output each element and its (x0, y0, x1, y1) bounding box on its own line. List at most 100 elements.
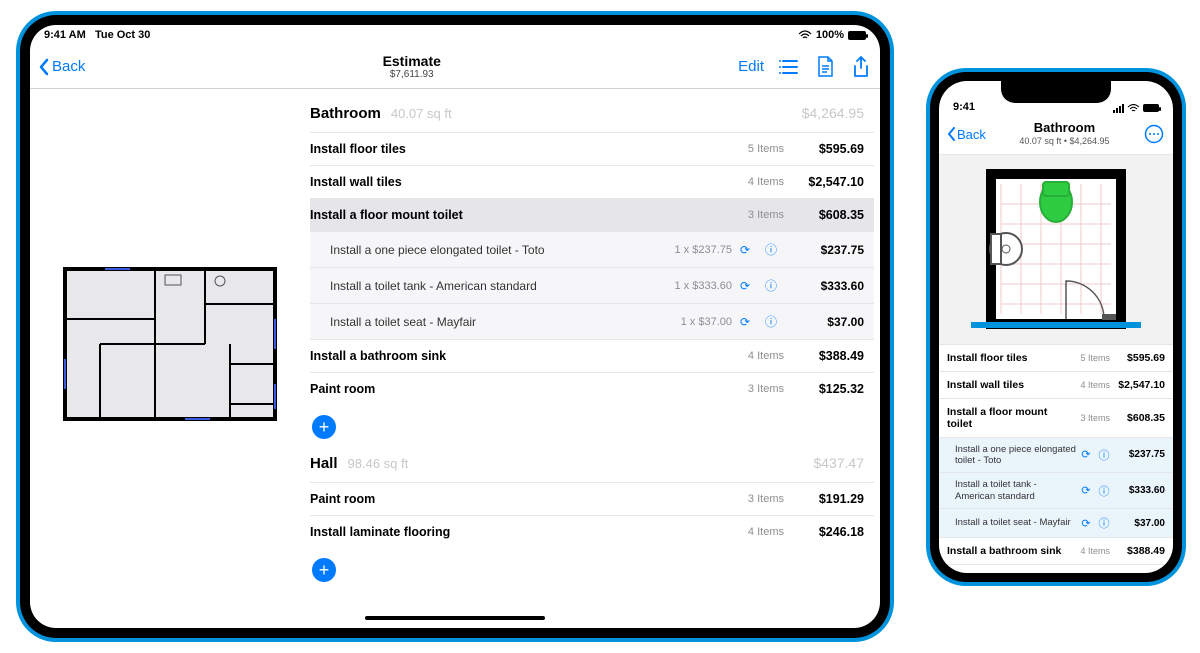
row-price: $595.69 (784, 142, 864, 156)
wifi-icon (1127, 104, 1140, 113)
estimate-row[interactable]: Install floor tiles5 Items$595.69 (310, 132, 874, 165)
estimate-row[interactable]: Install a floor mount toilet3 Items$608.… (939, 399, 1173, 438)
nav-actions: Edit (738, 56, 872, 78)
row-name: Install a floor mount toilet (947, 406, 1068, 430)
section-name: Hall (310, 455, 338, 472)
subrow-name: Install a toilet seat - Mayfair (955, 517, 1077, 528)
back-label: Back (957, 127, 986, 142)
sync-icon[interactable]: ⟳ (732, 315, 758, 329)
subrow-qty: 1 x $333.60 (662, 280, 732, 292)
status-right (1056, 104, 1159, 113)
ellipsis-icon (1144, 124, 1164, 144)
estimate-row[interactable]: Install laminate flooring4 Items$246.18 (310, 515, 874, 548)
chevron-left-icon (38, 58, 50, 76)
info-icon[interactable]: ⓘ (1095, 515, 1113, 531)
subrow-name: Install a one piece elongated toilet - T… (330, 243, 662, 257)
subrow-name: Install a toilet tank - American standar… (955, 479, 1077, 502)
iphone-notch (1001, 81, 1111, 103)
subrow-name: Install a toilet tank - American standar… (330, 279, 662, 293)
estimate-row[interactable]: Paint room3 Items$125.32 (310, 372, 874, 405)
back-label: Back (52, 58, 85, 75)
row-name: Paint room (310, 492, 724, 506)
room-floorplan[interactable] (939, 155, 1173, 345)
sync-icon[interactable]: ⟳ (1077, 448, 1095, 461)
estimate-subrow[interactable]: Install a toilet tank - American standar… (310, 267, 874, 303)
iphone-screen: 9:41 Back Bathroom 40.07 sq ft • $4,264.… (939, 81, 1173, 573)
row-items: 4 Items (724, 526, 784, 538)
row-name: Install a floor mount toilet (310, 208, 724, 222)
page-subtitle: $7,611.93 (85, 69, 738, 81)
iphone-navbar: Back Bathroom 40.07 sq ft • $4,264.95 (939, 115, 1173, 155)
subrow-price: $37.00 (1113, 518, 1165, 529)
subrow-price: $333.60 (784, 279, 864, 293)
status-time-date: 9:41 AM Tue Oct 30 (44, 29, 455, 41)
estimate-subrow[interactable]: Install a toilet seat - Mayfair⟳ⓘ$37.00 (939, 509, 1173, 538)
sync-icon[interactable]: ⟳ (732, 279, 758, 293)
page-title: Bathroom (986, 121, 1143, 136)
row-items: 4 Items (1068, 546, 1110, 556)
info-icon[interactable]: ⓘ (758, 241, 784, 258)
document-icon[interactable] (814, 56, 836, 78)
row-price: $608.35 (1110, 412, 1165, 424)
row-price: $246.18 (784, 525, 864, 539)
row-price: $2,547.10 (784, 175, 864, 189)
row-items: 5 Items (1068, 353, 1110, 363)
chevron-left-icon (947, 127, 956, 141)
row-items: 3 Items (724, 383, 784, 395)
edit-button[interactable]: Edit (738, 58, 764, 75)
estimate-list[interactable]: Bathroom40.07 sq ft$4,264.95Install floo… (310, 89, 880, 608)
more-button[interactable] (1143, 123, 1165, 145)
battery-icon (1143, 104, 1159, 112)
back-button[interactable]: Back (38, 58, 85, 76)
row-name: Install a bathroom sink (947, 545, 1068, 557)
row-price: $595.69 (1110, 352, 1165, 364)
row-name: Paint room (310, 382, 724, 396)
row-items: 4 Items (724, 176, 784, 188)
estimate-row[interactable]: Install wall tiles4 Items$2,547.10 (310, 165, 874, 198)
sync-icon[interactable]: ⟳ (1077, 484, 1095, 497)
ipad-content: Bathroom40.07 sq ft$4,264.95Install floo… (30, 89, 880, 608)
row-name: Install laminate flooring (310, 525, 724, 539)
estimate-row[interactable]: Install a bathroom sink4 Items$388.49 (939, 538, 1173, 565)
nav-title-block: Bathroom 40.07 sq ft • $4,264.95 (986, 121, 1143, 146)
section-area: 98.46 sq ft (348, 456, 409, 471)
estimate-subrow[interactable]: Install a one piece elongated toilet - T… (939, 438, 1173, 474)
wifi-icon (798, 30, 812, 40)
sync-icon[interactable]: ⟳ (1077, 517, 1095, 530)
info-icon[interactable]: ⓘ (758, 277, 784, 294)
back-button[interactable]: Back (947, 127, 986, 142)
info-icon[interactable]: ⓘ (1095, 483, 1113, 499)
row-price: $388.49 (1110, 545, 1165, 557)
ipad-status-bar: 9:41 AM Tue Oct 30 100% (30, 25, 880, 45)
sync-icon[interactable]: ⟳ (732, 243, 758, 257)
info-icon[interactable]: ⓘ (1095, 447, 1113, 463)
section-total: $4,264.95 (802, 105, 864, 121)
estimate-subrow[interactable]: Install a one piece elongated toilet - T… (310, 231, 874, 267)
status-right: 100% (455, 29, 866, 41)
estimate-subrow[interactable]: Install a toilet tank - American standar… (939, 473, 1173, 509)
estimate-row[interactable]: Install a bathroom sink4 Items$388.49 (310, 339, 874, 372)
estimate-row[interactable]: Paint room3 Items$191.29 (310, 482, 874, 515)
row-items: 3 Items (724, 209, 784, 221)
section-header[interactable]: Hall98.46 sq ft$437.47 (310, 439, 874, 482)
info-icon[interactable]: ⓘ (758, 313, 784, 330)
add-item-button[interactable]: + (312, 415, 336, 439)
room-estimate-list[interactable]: Install floor tiles5 Items$595.69Install… (939, 345, 1173, 573)
status-time: 9:41 AM (44, 29, 86, 41)
estimate-subrow[interactable]: Install a toilet seat - Mayfair1 x $37.0… (310, 303, 874, 339)
estimate-row[interactable]: Install wall tiles4 Items$2,547.10 (939, 372, 1173, 399)
estimate-row[interactable]: Paint room3 Items$125.32 (939, 565, 1173, 572)
row-items: 5 Items (724, 143, 784, 155)
share-icon[interactable] (850, 56, 872, 78)
row-name: Install a bathroom sink (310, 349, 724, 363)
floorplan-image[interactable] (45, 249, 295, 449)
row-price: $2,547.10 (1110, 379, 1165, 391)
list-icon[interactable] (778, 56, 800, 78)
add-item-button[interactable]: + (312, 558, 336, 582)
estimate-row[interactable]: Install a floor mount toilet3 Items$608.… (310, 198, 874, 231)
status-date: Tue Oct 30 (95, 29, 150, 41)
row-price: $608.35 (784, 208, 864, 222)
estimate-row[interactable]: Install floor tiles5 Items$595.69 (939, 345, 1173, 372)
row-items: 3 Items (724, 493, 784, 505)
section-header[interactable]: Bathroom40.07 sq ft$4,264.95 (310, 89, 874, 132)
